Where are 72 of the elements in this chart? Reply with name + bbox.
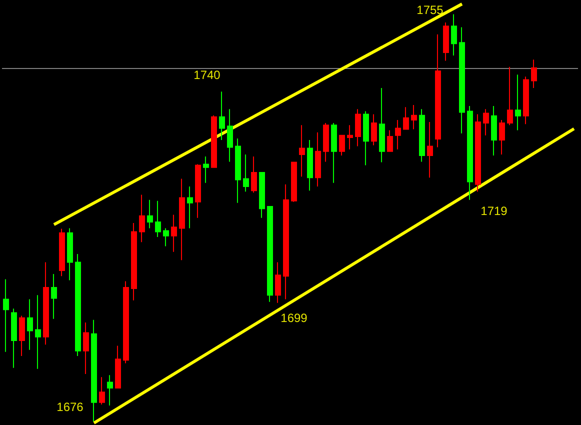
candlestick <box>83 322 89 375</box>
candlestick <box>275 262 281 304</box>
candlestick <box>411 104 417 130</box>
candlestick <box>251 156 257 194</box>
candlestick <box>67 228 73 281</box>
annotation: 1719 <box>480 204 508 218</box>
candlestick <box>355 108 361 147</box>
candlestick <box>203 156 209 184</box>
candlestick <box>363 110 369 166</box>
candlestick <box>123 280 129 364</box>
candlestick <box>371 114 377 146</box>
candlestick <box>267 206 273 302</box>
candlestick <box>147 199 153 229</box>
candlestick <box>171 214 177 252</box>
candlestick <box>227 108 233 162</box>
candlestick <box>11 308 17 368</box>
candlestick <box>91 319 97 422</box>
candlestick <box>379 88 385 163</box>
candlestick <box>443 22 449 62</box>
candlestick <box>331 122 337 184</box>
candlestick <box>51 274 57 320</box>
annotation: 1755 <box>416 3 444 17</box>
candlestick <box>315 132 321 187</box>
candlestick <box>419 108 425 162</box>
candlestick <box>427 122 433 178</box>
candlestick <box>451 14 457 56</box>
candlestick <box>27 298 33 350</box>
candlestick <box>283 184 289 300</box>
candlestick <box>43 262 49 346</box>
candlestick <box>307 140 313 192</box>
candlestick <box>531 59 537 89</box>
annotation: 1699 <box>280 311 308 325</box>
candlestick <box>403 106 409 130</box>
candlestick <box>35 294 41 370</box>
candlestick <box>459 26 465 134</box>
candlestick <box>499 119 505 155</box>
candlestick <box>339 134 345 156</box>
candlestick <box>107 374 113 406</box>
candlestick <box>507 66 513 126</box>
candlestick <box>291 161 297 202</box>
candlestick <box>259 172 265 218</box>
candlestick <box>435 34 441 148</box>
candlestick <box>155 200 161 238</box>
candlestick <box>195 164 201 218</box>
candlestick <box>323 122 329 162</box>
candlestick <box>3 278 9 352</box>
candlestick <box>19 315 25 356</box>
candlestick <box>483 108 489 136</box>
candlestick <box>59 228 65 277</box>
candlestick <box>475 114 481 192</box>
candlestick <box>243 154 249 192</box>
candlestick <box>235 138 241 204</box>
candlestick <box>75 253 81 356</box>
candlestick <box>491 106 497 156</box>
annotation: 1676 <box>56 400 84 414</box>
candlestick <box>515 74 521 131</box>
candlestick <box>467 106 473 200</box>
candlestick <box>211 114 217 168</box>
candlestick <box>299 124 305 178</box>
candlestick <box>395 119 401 150</box>
candlestick <box>179 178 185 261</box>
candlestick <box>347 124 353 150</box>
candlestick <box>131 222 137 301</box>
candlestick <box>139 194 145 243</box>
candlestick <box>163 228 169 247</box>
candlestick <box>523 76 529 125</box>
candlestick <box>187 186 193 229</box>
annotation: 1740 <box>194 68 221 82</box>
candlestick <box>387 130 393 152</box>
candlestick <box>115 345 121 388</box>
candlestick <box>219 91 225 141</box>
candlestick <box>99 376 105 405</box>
